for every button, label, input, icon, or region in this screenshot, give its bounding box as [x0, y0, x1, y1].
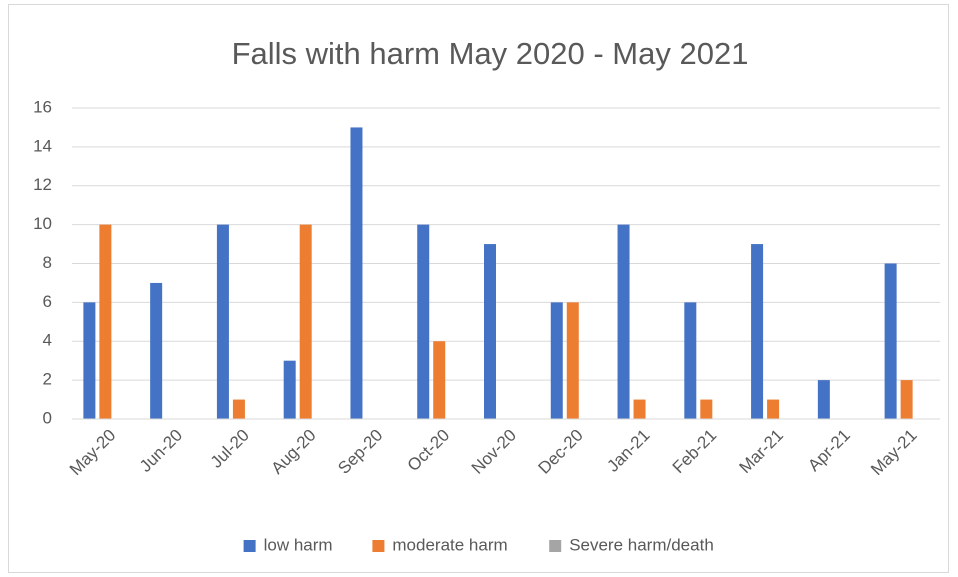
bar	[299, 224, 312, 419]
bar	[150, 282, 163, 419]
bar	[684, 302, 697, 419]
bar	[700, 399, 713, 419]
bar	[633, 399, 646, 419]
bar	[566, 302, 579, 419]
y-tick-label: 14	[33, 136, 52, 155]
y-tick-label: 16	[33, 97, 52, 116]
bar	[216, 224, 229, 419]
bar	[417, 224, 430, 419]
y-tick-label: 6	[43, 292, 52, 311]
bar	[550, 302, 563, 419]
legend-label: moderate harm	[392, 535, 507, 554]
legend-swatch	[372, 540, 385, 552]
y-tick-label: 4	[43, 331, 52, 350]
bar	[433, 341, 446, 419]
bar	[751, 244, 764, 419]
chart-title: Falls with harm May 2020 - May 2021	[232, 36, 749, 71]
legend-swatch	[549, 540, 562, 552]
bar	[884, 263, 897, 419]
legend-label: Severe harm/death	[569, 535, 714, 554]
bar	[767, 399, 780, 419]
legend-swatch	[243, 540, 256, 552]
y-tick-label: 12	[33, 175, 52, 194]
y-tick-label: 8	[43, 253, 52, 272]
bar	[99, 224, 112, 419]
bar	[283, 360, 296, 419]
bar	[900, 380, 913, 419]
chart-border	[8, 4, 949, 573]
y-tick-label: 0	[43, 408, 52, 427]
bar	[617, 224, 630, 419]
bar	[484, 244, 496, 419]
y-tick-label: 2	[43, 370, 52, 389]
bar	[350, 127, 363, 419]
bar	[83, 302, 96, 419]
bar	[232, 399, 245, 419]
legend-label: low harm	[264, 535, 333, 554]
y-tick-label: 10	[33, 214, 52, 233]
bar	[817, 380, 830, 419]
